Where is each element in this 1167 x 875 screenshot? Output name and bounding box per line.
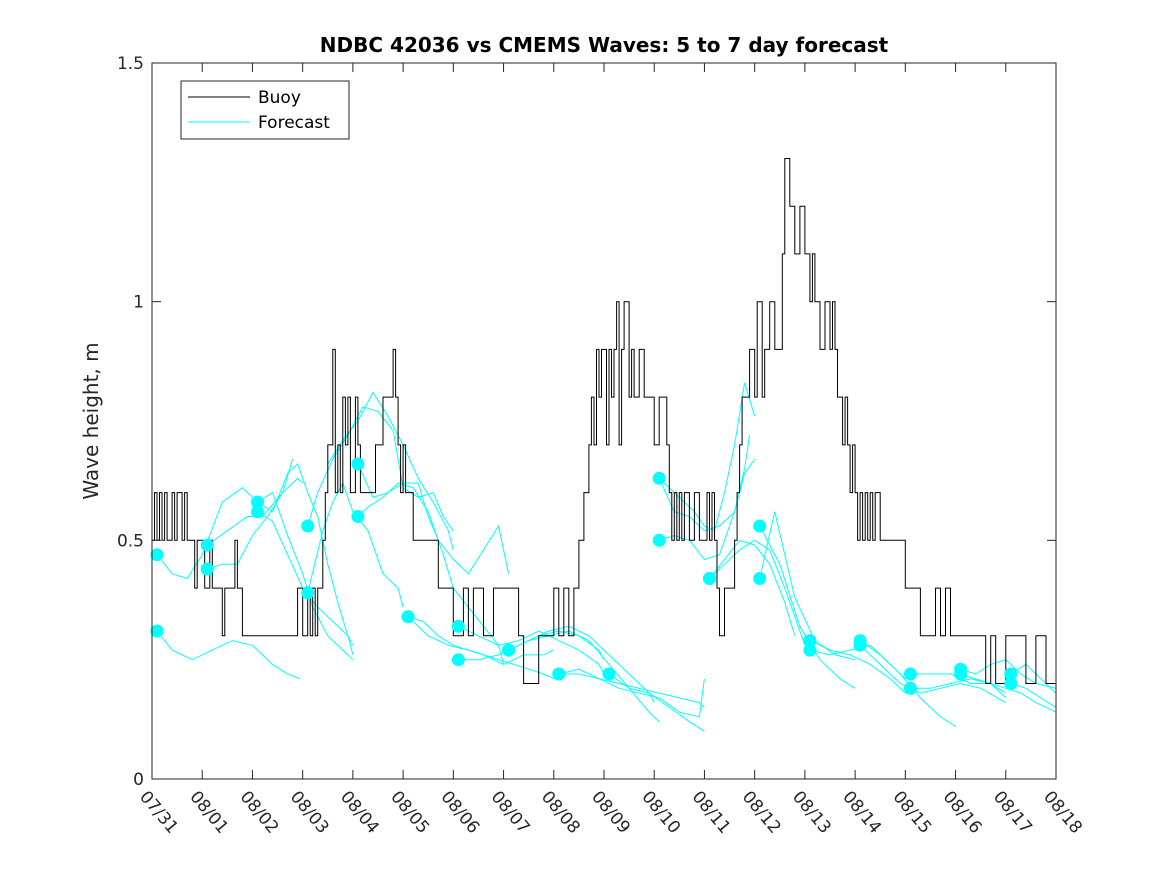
forecast-line — [558, 668, 705, 718]
forecast-line — [508, 630, 660, 723]
forecast-start-point — [803, 634, 817, 648]
chart-title: NDBC 42036 vs CMEMS Waves: 5 to 7 day fo… — [320, 33, 889, 57]
forecast-start-point — [401, 610, 415, 624]
forecast-line — [709, 539, 806, 646]
forecast-start-point — [954, 667, 968, 681]
series-layer — [150, 158, 1057, 732]
forecast-start-point — [301, 586, 315, 600]
forecast-line — [709, 539, 796, 636]
forecast-start-point — [602, 667, 616, 681]
forecast-line — [307, 481, 404, 608]
forecast-line — [910, 678, 1007, 699]
forecast-line — [1010, 683, 1057, 708]
forecast-start-point — [552, 667, 566, 681]
forecast-line — [960, 673, 1057, 713]
forecast-lines — [156, 382, 1057, 732]
forecast-start-point — [753, 519, 767, 533]
legend-buoy-label: Buoy — [258, 88, 301, 108]
forecast-start-point — [703, 572, 716, 585]
forecast-line — [407, 616, 555, 665]
forecast-line — [809, 640, 906, 694]
forecast-line — [859, 644, 1007, 704]
forecast-line — [458, 625, 605, 675]
forecast-line — [307, 406, 454, 532]
forecast-line — [759, 511, 856, 661]
forecast-start-point — [853, 638, 867, 652]
y-tick-label: 1 — [133, 293, 144, 313]
forecast-line — [206, 477, 304, 546]
forecast-start-point — [803, 643, 817, 657]
forecast-start-point — [903, 681, 917, 695]
forecast-start-point — [451, 619, 465, 633]
legend-forecast-label: Forecast — [258, 113, 330, 133]
legend-box — [180, 80, 350, 140]
y-axis-ticks: 0 0.5 1 1.5 — [117, 54, 1056, 790]
forecast-start-point — [301, 519, 315, 533]
forecast-line — [357, 463, 510, 575]
forecast-start-point — [150, 624, 164, 638]
buoy-series-line — [152, 158, 1056, 684]
legend: Buoy Forecast — [180, 80, 350, 140]
y-axis-label: Wave height, m — [79, 342, 103, 499]
forecast-start-point — [150, 548, 164, 562]
y-tick-label: 0 — [133, 770, 144, 790]
forecast-start-point — [451, 653, 465, 667]
forecast-start-point — [351, 510, 365, 523]
forecast-line — [608, 673, 705, 732]
forecast-start-point — [1004, 677, 1018, 690]
forecast-line — [558, 673, 705, 708]
forecast-start-point — [1004, 667, 1018, 681]
forecast-start-point — [251, 495, 264, 509]
forecast-start-point — [652, 533, 666, 547]
y-tick-label: 0.5 — [117, 531, 144, 551]
forecast-start-points — [150, 457, 1018, 695]
forecast-start-point — [903, 667, 917, 681]
forecast-start-point — [351, 457, 365, 471]
forecast-start-point — [652, 471, 666, 485]
forecast-start-point — [753, 572, 767, 585]
forecast-line — [508, 625, 655, 703]
forecast-line — [1010, 663, 1057, 694]
forecast-start-point — [502, 643, 516, 657]
forecast-start-point — [251, 505, 264, 519]
forecast-line — [207, 459, 294, 570]
forecast-start-point — [200, 562, 214, 576]
forecast-line — [156, 630, 301, 680]
y-tick-label: 1.5 — [117, 54, 144, 74]
forecast-start-point — [200, 538, 214, 552]
